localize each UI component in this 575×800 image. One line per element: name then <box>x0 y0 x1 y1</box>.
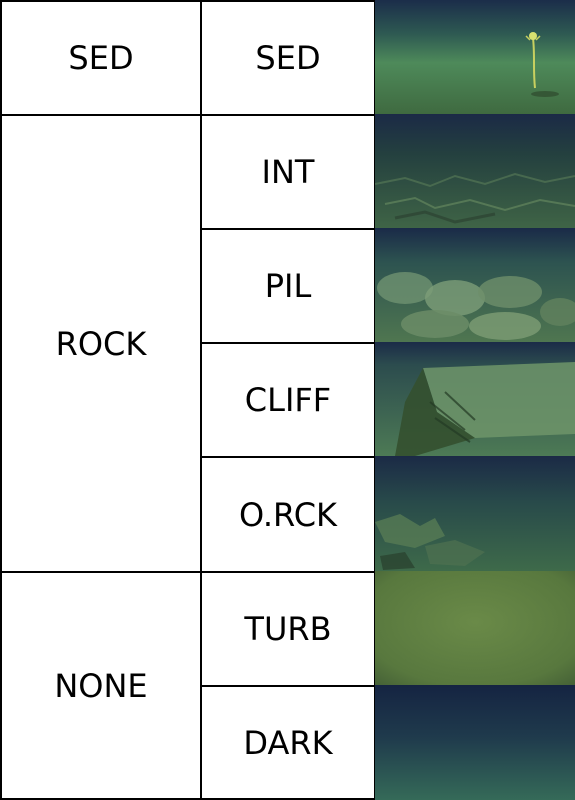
subcategory-cell-int: INT <box>200 114 376 230</box>
category-label: SED <box>68 39 134 77</box>
subcategory-label: SED <box>255 39 321 77</box>
subcategory-cell-sed: SED <box>200 0 376 116</box>
subcategory-label: CLIFF <box>244 381 332 419</box>
subcategory-label: PIL <box>264 267 312 305</box>
photo-other-rock <box>375 456 575 571</box>
photo-pillow-lava <box>375 228 575 342</box>
subcategory-cell-dark: DARK <box>200 685 376 800</box>
photo-dark <box>375 685 575 800</box>
photo-cliff <box>375 342 575 456</box>
subcategory-label: O.RCK <box>238 495 338 534</box>
category-cell-rock: ROCK <box>0 114 202 573</box>
photo-sediment <box>375 0 575 114</box>
category-cell-none: NONE <box>0 571 202 800</box>
photo-intermediate-rock <box>375 114 575 228</box>
subcategory-label: INT <box>261 153 315 191</box>
category-label: ROCK <box>55 324 147 363</box>
subcategory-cell-pil: PIL <box>200 228 376 344</box>
subcategory-cell-cliff: CLIFF <box>200 342 376 458</box>
subcategory-label: TURB <box>244 610 332 648</box>
subcategory-label: DARK <box>243 723 333 762</box>
photo-turbid <box>375 571 575 685</box>
category-cell-sed: SED <box>0 0 202 116</box>
subcategory-cell-orck: O.RCK <box>200 456 376 573</box>
subcategory-cell-turb: TURB <box>200 571 376 687</box>
category-label: NONE <box>54 666 148 705</box>
